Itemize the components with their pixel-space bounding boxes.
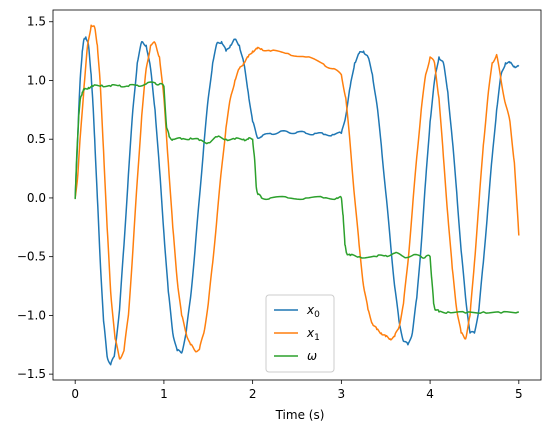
x-tick-label: 2 [249,387,257,401]
y-tick-label: 0.5 [27,132,46,146]
x-tick-label: 1 [160,387,168,401]
x-axis-label: Time (s) [275,408,325,422]
y-tick-label: −1.0 [17,308,46,322]
series-line-2 [74,81,520,314]
series-line-1 [74,24,520,360]
legend-box [265,294,335,373]
y-tick-label: 1.0 [27,73,46,87]
x-tick-label: 0 [71,387,79,401]
series-layer [74,24,520,366]
legend-label: ω [307,349,317,363]
legend-label-subscript: 1 [314,333,320,343]
y-tick-label: −1.5 [17,367,46,381]
y-tick-label: 1.5 [27,15,46,29]
x-tick-label: 3 [338,387,346,401]
x-tick-label: 5 [515,387,523,401]
plot-frame [52,9,542,381]
legend-label-subscript: 0 [314,310,320,320]
y-tick-label: 0.0 [27,191,46,205]
x-tick-label: 4 [426,387,434,401]
y-tick-label: −0.5 [17,250,46,264]
axes-layer: 0 1 2 3 4 5 −1.5 −1.0 −0.5 0.0 0.5 1.0 1.5 [17,9,542,401]
